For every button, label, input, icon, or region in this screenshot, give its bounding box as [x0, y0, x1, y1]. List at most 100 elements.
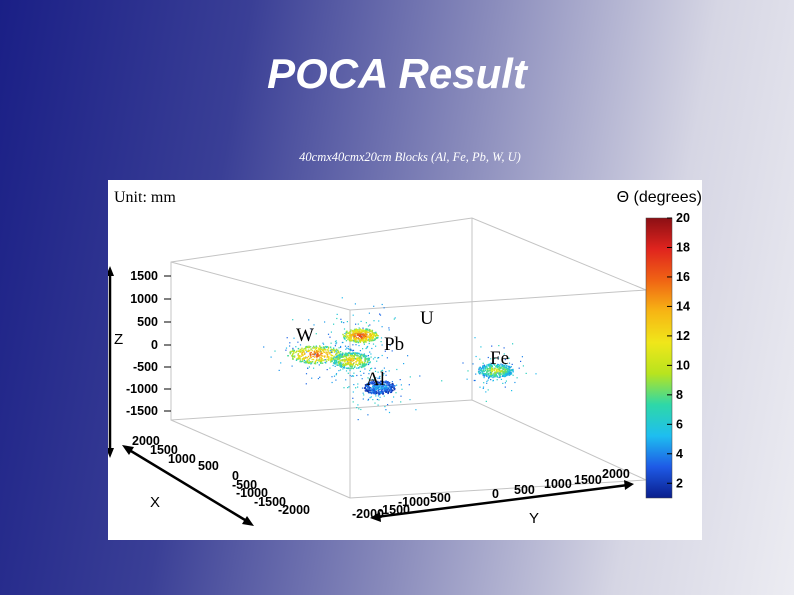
scatter-point — [335, 379, 337, 381]
scatter-point — [324, 347, 326, 349]
scatter-point — [339, 358, 341, 360]
scatter-point — [333, 351, 335, 353]
scatter-point — [346, 362, 349, 364]
scatter-point — [321, 358, 323, 360]
scatter-point — [508, 372, 510, 374]
scatter-point — [364, 331, 367, 333]
scatter-point — [363, 354, 365, 356]
scatter-point — [333, 355, 335, 357]
scatter-point — [496, 376, 498, 378]
scatter-point — [383, 307, 385, 309]
scatter-point — [379, 383, 381, 385]
scatter-point — [325, 362, 327, 364]
scatter-point — [500, 378, 502, 380]
scatter-point — [358, 332, 360, 334]
scatter-point — [504, 386, 506, 388]
scatter-point — [366, 347, 368, 349]
scatter-point — [388, 383, 390, 385]
scatter-point — [512, 343, 514, 345]
scatter-point — [368, 338, 371, 340]
scatter-point — [304, 361, 306, 364]
scatter-point — [504, 359, 506, 361]
scatter-point — [480, 369, 482, 371]
scatter-point — [343, 363, 345, 365]
scatter-point — [374, 383, 376, 385]
scatter-point — [316, 350, 318, 353]
scatter-point — [330, 358, 332, 360]
scatter-point — [351, 357, 353, 359]
scatter-point — [506, 374, 508, 377]
scatter-point — [373, 375, 375, 377]
scatter-point — [360, 355, 362, 357]
material-label-fe: Fe — [490, 348, 509, 369]
scatter-point — [494, 358, 496, 360]
scatter-point — [355, 323, 357, 325]
scatter-point — [491, 367, 493, 369]
scatter-point — [503, 375, 506, 378]
scatter-point — [355, 335, 357, 337]
scatter-point — [372, 339, 374, 341]
scatter-point — [308, 347, 310, 349]
scatter-point — [347, 372, 349, 374]
scatter-point — [353, 352, 355, 354]
scatter-point — [341, 354, 344, 356]
scatter-point — [375, 333, 378, 335]
scatter-point — [336, 317, 338, 320]
scatter-point — [354, 340, 356, 342]
scatter-point — [306, 357, 308, 359]
scatter-point — [351, 360, 353, 362]
scatter-point — [320, 353, 322, 355]
scatter-point — [490, 358, 492, 360]
scatter-point — [355, 328, 357, 331]
scatter-point — [368, 357, 371, 360]
scatter-point — [346, 337, 348, 339]
scatter-point — [320, 348, 323, 350]
scatter-point — [507, 373, 509, 375]
scatter-point — [383, 395, 385, 397]
scatter-point — [369, 338, 372, 340]
scatter-point — [379, 381, 381, 383]
scatter-point — [380, 337, 383, 339]
scatter-point — [293, 356, 296, 358]
y-tick-label: -1000 — [398, 495, 430, 509]
scatter-point — [318, 360, 320, 362]
scatter-point — [317, 349, 319, 351]
scatter-point — [352, 333, 354, 335]
scatter-point — [310, 362, 312, 365]
scatter-point — [384, 406, 386, 408]
scatter-point — [348, 358, 350, 361]
scatter-point — [353, 384, 355, 386]
color-scale-tick-label: 8 — [676, 388, 683, 402]
scatter-point — [297, 354, 299, 357]
scatter-point — [289, 351, 292, 353]
scatter-point — [382, 387, 384, 389]
scatter-point — [331, 354, 333, 357]
scatter-point — [491, 368, 494, 370]
scatter-point — [498, 345, 500, 347]
scatter-point — [374, 338, 376, 340]
scatter-point — [345, 348, 347, 350]
scatter-point — [374, 402, 376, 404]
scatter-point — [408, 384, 410, 386]
scatter-point — [338, 354, 340, 356]
scatter-point — [289, 345, 291, 347]
scatter-point — [392, 385, 395, 387]
scatter-point — [500, 372, 502, 374]
scatter-point — [293, 337, 295, 339]
scatter-point — [345, 352, 347, 354]
scatter-point — [343, 359, 345, 362]
scatter-point — [353, 341, 355, 343]
scatter-point — [366, 336, 368, 338]
scatter-point — [326, 354, 328, 356]
box-top-right-edge — [349, 289, 647, 311]
scatter-point — [343, 337, 345, 339]
scatter-point — [322, 342, 324, 344]
box-top-left-edge — [170, 261, 351, 311]
scatter-point — [491, 345, 493, 347]
scatter-point — [364, 368, 366, 370]
scatter-point — [314, 353, 316, 355]
scatter-point — [370, 353, 372, 355]
scatter-point — [374, 370, 377, 372]
scatter-point — [372, 386, 375, 388]
scatter-point — [491, 372, 493, 374]
